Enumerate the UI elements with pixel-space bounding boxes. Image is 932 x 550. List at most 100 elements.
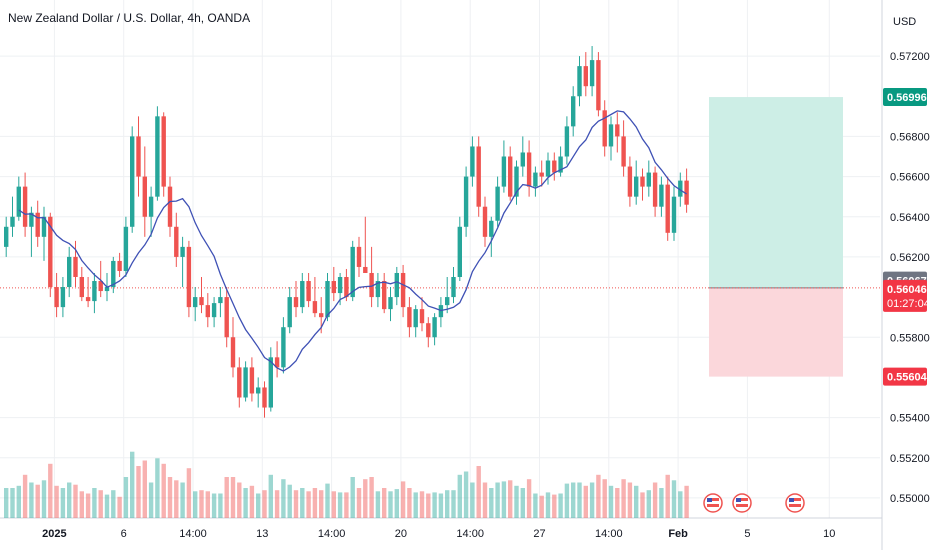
- volume-bar: [142, 460, 147, 518]
- volume-bar: [438, 493, 444, 518]
- price-tick-label: 0.57200: [890, 51, 930, 63]
- price-axis[interactable]: 0.57200 0.56800 0.56600 0.56400 0.56200 0.558…: [883, 51, 930, 505]
- candle: [671, 186, 677, 241]
- candle: [470, 136, 475, 187]
- volume-bar: [41, 480, 47, 518]
- candle-body: [419, 309, 425, 324]
- volume-bar: [451, 490, 456, 518]
- volume-bar: [237, 482, 242, 518]
- candle: [583, 52, 588, 97]
- candle: [571, 86, 576, 137]
- candle-body: [331, 281, 336, 294]
- volume-bar: [186, 468, 192, 518]
- flag-canton: [736, 498, 741, 502]
- candle-body: [92, 281, 97, 302]
- candle-body: [508, 156, 513, 197]
- volume-bar: [79, 491, 84, 518]
- volume-bar: [413, 492, 418, 518]
- price-badge-last: 0.56046 01:27:04: [883, 279, 930, 312]
- candle-body: [583, 66, 588, 87]
- candle-body: [22, 186, 28, 227]
- candle: [627, 156, 633, 207]
- candle: [123, 216, 129, 277]
- volume-bar: [577, 482, 582, 518]
- volume-bars: [4, 451, 689, 518]
- time-tick-label: Feb: [668, 528, 688, 540]
- volume-bar: [85, 493, 91, 518]
- time-tick-label: 13: [256, 528, 268, 540]
- candle: [640, 168, 645, 201]
- candle: [495, 176, 500, 227]
- volume-bar: [161, 463, 166, 518]
- volume-bar: [344, 492, 349, 518]
- candle-body: [646, 172, 651, 187]
- candle-body: [155, 116, 160, 197]
- candle-body: [369, 272, 374, 298]
- volume-bar: [470, 482, 475, 518]
- time-axis[interactable]: 2025 6 14:00 13 14:00 20 14:00 27 14:00 Feb 5 10: [42, 528, 835, 540]
- candle-body: [211, 303, 217, 318]
- candle: [602, 100, 607, 157]
- price-tick-label: 0.55000: [890, 493, 930, 505]
- volume-bar: [457, 474, 462, 518]
- volume-bar: [199, 490, 204, 518]
- candle: [457, 216, 462, 282]
- candle: [274, 341, 280, 378]
- time-tick-label: 14:00: [595, 528, 623, 540]
- candle-body: [123, 226, 129, 271]
- candle: [508, 146, 513, 201]
- candle: [22, 172, 28, 237]
- volume-bar: [350, 477, 355, 518]
- countdown-text: 01:27:04: [887, 298, 930, 310]
- candle: [382, 272, 387, 314]
- flag-stripe: [736, 504, 748, 507]
- moving-average-line: [18, 110, 687, 372]
- volume-bar: [337, 492, 343, 518]
- candle: [300, 272, 305, 314]
- volume-bar: [136, 466, 141, 518]
- candle-body: [665, 184, 670, 233]
- candle-body: [73, 256, 78, 277]
- candle: [60, 277, 66, 318]
- candle: [35, 200, 40, 247]
- time-tick-label: 10: [823, 528, 835, 540]
- candlestick-series[interactable]: [4, 46, 689, 418]
- candle: [262, 381, 267, 418]
- candle-body: [539, 172, 544, 177]
- candle: [218, 287, 223, 318]
- position-zones[interactable]: [0, 97, 882, 377]
- candle-body: [337, 277, 343, 294]
- volume-bar: [117, 496, 122, 518]
- candle-body: [67, 256, 72, 288]
- candle-body: [4, 226, 9, 247]
- candle: [596, 52, 601, 117]
- volume-bar: [659, 488, 664, 518]
- volume-bar: [35, 484, 40, 518]
- candle: [306, 272, 311, 308]
- candle: [325, 272, 330, 322]
- volume-bar: [369, 477, 374, 518]
- candle-body: [293, 297, 299, 308]
- candle: [489, 216, 494, 257]
- candle-body: [520, 152, 525, 167]
- candle: [155, 106, 160, 201]
- volume-bar: [67, 482, 72, 518]
- candle: [451, 266, 456, 304]
- candle-body: [463, 176, 469, 227]
- volume-bar: [463, 471, 469, 518]
- event-markers[interactable]: [703, 493, 805, 513]
- candle-body: [312, 301, 318, 314]
- currency-label[interactable]: USD: [893, 16, 916, 28]
- volume-bar: [29, 482, 34, 518]
- candle: [4, 216, 9, 257]
- time-tick-label: 5: [744, 528, 750, 540]
- flag-circle: [785, 493, 805, 513]
- candle: [419, 297, 425, 332]
- volume-bar: [54, 485, 59, 518]
- candle-body: [249, 367, 255, 394]
- volume-bar: [627, 482, 633, 518]
- candle-body: [407, 307, 412, 328]
- candle-body: [489, 220, 494, 237]
- candle-body: [608, 124, 614, 147]
